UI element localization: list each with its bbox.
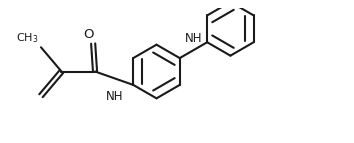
Text: NH: NH xyxy=(105,90,123,103)
Text: CH$_3$: CH$_3$ xyxy=(16,32,38,45)
Text: O: O xyxy=(84,28,94,41)
Text: NH: NH xyxy=(185,32,202,45)
